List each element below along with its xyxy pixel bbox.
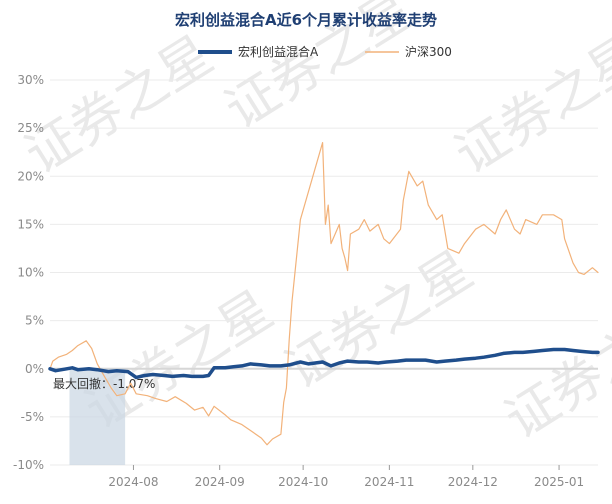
y-tick-label: 0% [25,362,44,376]
x-tick-label: 2024-11 [364,475,414,489]
x-axis: 2024-08 2024-09 2024-10 2024-11 2024-12 2025-… [108,465,584,489]
grid-lines [50,79,598,466]
series-line [49,142,599,446]
y-tick-label: 20% [17,169,44,183]
y-tick-label: -10% [13,458,44,472]
y-tick-label: 25% [17,121,44,135]
drawdown-shade [69,368,126,465]
max-drawdown-label: 最大回撤：-1.07% [53,376,155,391]
max-drawdown-region: 最大回撤：-1.07% [53,368,155,465]
series-line [48,347,600,380]
chart-title: 宏利创益混合A近6个月累计收益率走势 [175,11,437,29]
legend-label: 沪深300 [405,45,452,59]
watermark-text: 证券之星 [495,290,612,451]
y-axis: 30% 25% 20% 15% 10% 5% 0% -5% -10% [13,73,44,472]
legend-label: 宏利创益混合A [238,44,319,59]
x-tick-label: 2024-10 [278,475,328,489]
x-tick-label: 2025-01 [534,475,584,489]
x-tick-label: 2024-12 [448,475,498,489]
x-tick-label: 2024-08 [108,475,158,489]
y-tick-label: 10% [17,266,44,280]
x-tick-label: 2024-09 [195,475,245,489]
legend: 宏利创益混合A 沪深300 [198,44,452,59]
watermark-text: 证券之星 [445,25,612,186]
series-lines [48,142,600,446]
watermark-text: 证券之星 [15,25,223,186]
y-tick-label: 30% [17,73,44,87]
y-tick-label: 5% [25,314,44,328]
y-tick-label: -5% [21,410,44,424]
y-tick-label: 15% [17,217,44,231]
